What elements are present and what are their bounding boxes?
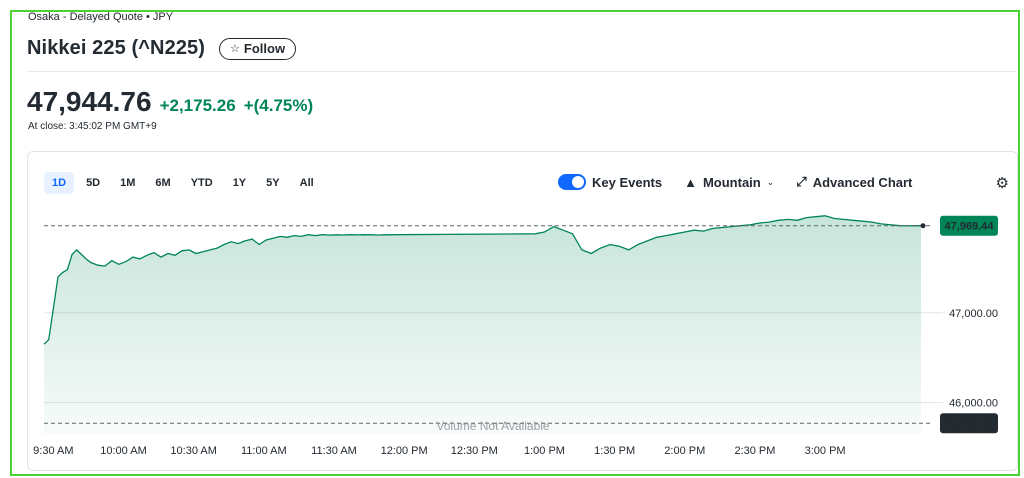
reference-label: 45,769.50 bbox=[945, 418, 994, 430]
x-tick-label: 12:30 PM bbox=[451, 445, 498, 457]
reference-label: 47,969.44 bbox=[945, 221, 995, 233]
chart-card: 1D 5D 1M 6M YTD 1Y 5Y All Key Events ▲ Mountain… bbox=[27, 151, 1018, 471]
screenshot-frame bbox=[10, 10, 1020, 476]
gear-icon[interactable]: ⚙ bbox=[995, 175, 1009, 192]
x-tick-label: 10:00 AM bbox=[100, 445, 146, 457]
expand-arrows-icon: ⤢ bbox=[796, 174, 807, 189]
follow-label: Follow bbox=[243, 41, 286, 56]
chart-type-label: Mountain bbox=[702, 174, 761, 190]
price-change: +2,175.26 bbox=[159, 96, 236, 115]
x-tick-label: 3:00 PM bbox=[805, 445, 846, 457]
range-1y[interactable]: 1Y bbox=[232, 177, 247, 189]
key-events-label: Key Events bbox=[592, 174, 663, 190]
price-chart[interactable]: 47,000.00 46,000.00 47,969.44 45,769.50 Volu… bbox=[28, 152, 1019, 472]
y-tick-label: 46,000.00 bbox=[949, 398, 998, 410]
advanced-chart-label: Advanced Chart bbox=[812, 174, 913, 190]
reference-label-bg bbox=[940, 215, 998, 236]
series-line bbox=[43, 215, 922, 345]
range-5y[interactable]: 5Y bbox=[266, 177, 280, 189]
chart-controls: Key Events ▲ Mountain ⌄ ⤢ Advanced Chart bbox=[558, 174, 912, 190]
mountain-icon: ▲ bbox=[684, 174, 697, 190]
key-events-toggle[interactable]: Key Events bbox=[558, 174, 662, 190]
close-time: At close: 3:45:02 PM GMT+9 bbox=[28, 121, 157, 132]
x-tick-label: 1:30 PM bbox=[594, 445, 635, 457]
header-divider bbox=[27, 71, 1017, 72]
chart-type-dropdown[interactable]: ▲ Mountain ⌄ bbox=[684, 175, 774, 190]
x-tick-label: 2:30 PM bbox=[734, 445, 775, 457]
range-1m[interactable]: 1M bbox=[120, 177, 136, 189]
x-tick-label: 1:00 PM bbox=[524, 445, 565, 457]
advanced-chart-button[interactable]: ⤢ Advanced Chart bbox=[796, 174, 912, 190]
x-tick-label: 11:30 AM bbox=[311, 445, 357, 457]
range-selector: 1D 5D 1M 6M YTD 1Y 5Y All bbox=[44, 172, 322, 194]
range-6m[interactable]: 6M bbox=[155, 177, 171, 189]
x-tick-label: 12:00 PM bbox=[381, 445, 428, 457]
star-outline-icon: ☆ bbox=[230, 43, 240, 55]
range-ytd[interactable]: YTD bbox=[190, 177, 213, 189]
area-fill bbox=[44, 215, 921, 434]
price: 47,944.76 bbox=[27, 86, 152, 117]
volume-not-available: Volume Not Available bbox=[436, 419, 550, 433]
exchange-line: Osaka - Delayed Quote • JPY bbox=[28, 11, 174, 23]
x-tick-label: 2:00 PM bbox=[664, 445, 705, 457]
range-all[interactable]: All bbox=[299, 177, 314, 189]
price-change-percent: +(4.75%) bbox=[243, 96, 314, 115]
x-tick-label: 9:30 AM bbox=[33, 445, 73, 457]
follow-button[interactable]: ☆ Follow bbox=[219, 37, 297, 60]
last-point-marker bbox=[920, 223, 926, 229]
title-row: Nikkei 225 (^N225) ☆ Follow bbox=[27, 37, 297, 60]
toggle-switch-icon bbox=[558, 174, 586, 190]
y-tick-label: 47,000.00 bbox=[949, 308, 998, 320]
range-5d[interactable]: 5D bbox=[86, 177, 101, 189]
quote-row: 47,944.76 +2,175.26 +(4.75%) bbox=[27, 86, 313, 118]
x-tick-label: 10:30 AM bbox=[170, 445, 216, 457]
page-title: Nikkei 225 (^N225) bbox=[27, 37, 206, 59]
reference-label-bg bbox=[940, 413, 998, 434]
chevron-down-icon: ⌄ bbox=[766, 176, 775, 187]
range-1d[interactable]: 1D bbox=[44, 172, 75, 194]
x-tick-label: 11:00 AM bbox=[241, 445, 287, 457]
